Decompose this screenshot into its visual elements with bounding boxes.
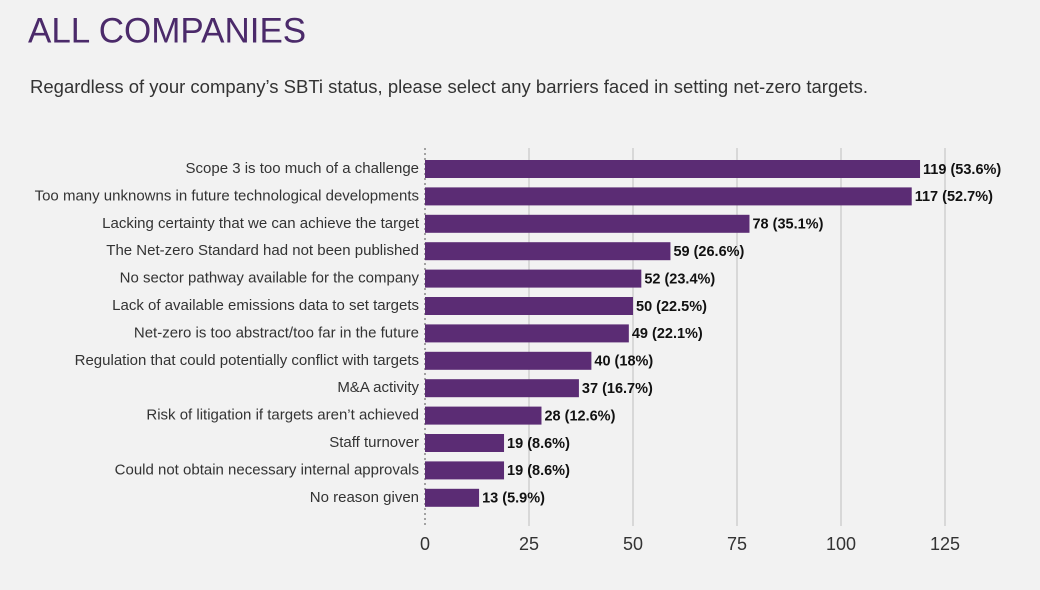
- x-tick-label: 50: [623, 534, 643, 554]
- x-tick-label: 75: [727, 534, 747, 554]
- value-label: 40 (18%): [594, 354, 653, 370]
- value-label: 37 (16.7%): [582, 381, 653, 397]
- value-label: 49 (22.1%): [632, 326, 703, 342]
- bar: [425, 434, 505, 452]
- bar: [425, 324, 629, 343]
- category-label: The Net-zero Standard had not been publi…: [106, 242, 419, 259]
- value-label: 59 (26.6%): [673, 244, 744, 260]
- bar: [425, 351, 592, 370]
- chart-title: ALL COMPANIES: [28, 11, 306, 50]
- category-label: Too many unknowns in future technologica…: [35, 187, 419, 204]
- bar: [425, 406, 542, 425]
- category-label: M&A activity: [337, 379, 419, 396]
- bar: [425, 269, 642, 288]
- bar: [425, 461, 505, 480]
- x-tick-label: 0: [420, 534, 430, 554]
- bar: [425, 214, 750, 233]
- x-tick-label: 125: [930, 534, 960, 554]
- category-label: No sector pathway available for the comp…: [120, 270, 420, 287]
- category-label: Net-zero is too abstract/too far in the …: [134, 324, 419, 341]
- category-label: Lack of available emissions data to set …: [112, 297, 419, 314]
- value-label: 19 (8.6%): [507, 463, 570, 479]
- value-label: 13 (5.9%): [482, 491, 545, 507]
- x-tick-label: 25: [519, 534, 539, 554]
- value-label: 50 (22.5%): [636, 299, 707, 315]
- category-label: Staff turnover: [329, 434, 419, 451]
- category-label: Risk of litigation if targets aren’t ach…: [146, 407, 419, 424]
- bar: [425, 488, 480, 507]
- value-label: 117 (52.7%): [915, 189, 993, 205]
- value-label: 52 (23.4%): [644, 271, 715, 287]
- chart-subtitle: Regardless of your company’s SBTi status…: [30, 76, 868, 97]
- bar: [425, 297, 633, 315]
- bar: [425, 187, 912, 206]
- value-label: 119 (53.6%): [923, 162, 1001, 178]
- bar: [425, 160, 921, 178]
- category-label: Regulation that could potentially confli…: [75, 352, 419, 369]
- category-label: No reason given: [310, 489, 419, 506]
- value-label: 19 (8.6%): [507, 436, 570, 452]
- bar: [425, 242, 671, 261]
- value-label: 78 (35.1%): [752, 217, 823, 233]
- bar: [425, 379, 579, 398]
- category-label: Scope 3 is too much of a challenge: [186, 160, 419, 177]
- category-label: Lacking certainty that we can achieve th…: [102, 215, 420, 232]
- category-label: Could not obtain necessary internal appr…: [115, 461, 419, 478]
- value-label: 28 (12.6%): [544, 408, 615, 424]
- x-tick-label: 100: [826, 534, 856, 554]
